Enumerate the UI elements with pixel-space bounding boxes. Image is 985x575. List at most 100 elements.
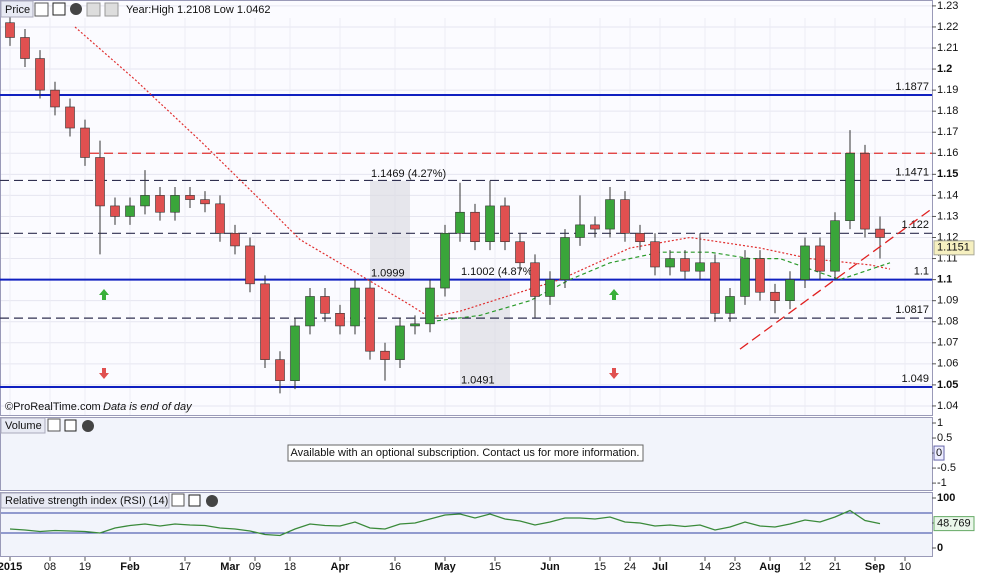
x-tick-label: May — [434, 561, 456, 573]
range-label: 1.1469 (4.27%) — [371, 168, 446, 180]
candle-body — [500, 205, 510, 243]
candle-body — [5, 22, 15, 38]
y-tick-label: 1.19 — [937, 84, 958, 96]
candle-body — [155, 195, 165, 213]
candle-body — [845, 152, 855, 221]
y-tick-label: 0 — [937, 542, 943, 554]
range-box — [460, 279, 510, 387]
candle-body — [560, 237, 570, 280]
sell-arrow — [99, 368, 109, 379]
x-tick-label: 09 — [249, 561, 261, 573]
candle-body — [290, 325, 300, 381]
panel-title: Volume — [5, 420, 42, 432]
candle-body — [740, 258, 750, 297]
x-tick-label: Sep — [865, 561, 885, 573]
last-value-label: 0 — [936, 447, 942, 459]
toolbar[interactable] — [34, 2, 119, 17]
level-label: 1.049 — [901, 373, 929, 385]
candle-body — [800, 245, 810, 280]
close-icon[interactable] — [70, 3, 82, 15]
settings-icon[interactable] — [34, 2, 49, 17]
candle-body — [200, 199, 210, 205]
y-tick-label: 1.06 — [937, 358, 958, 370]
y-tick-label: -0.5 — [937, 462, 956, 474]
candle-body — [260, 283, 270, 360]
close-icon[interactable] — [82, 420, 94, 432]
y-tick-label: 1.17 — [937, 126, 958, 138]
level-label: 1.1877 — [895, 81, 929, 93]
panel-title: Relative strength index (RSI) (14) — [5, 495, 168, 507]
x-tick-label: 17 — [179, 561, 191, 573]
title-box — [0, 492, 170, 509]
footer-note: Data is end of day — [103, 401, 193, 413]
zoom-icon[interactable] — [104, 2, 119, 17]
candle-body — [20, 37, 30, 59]
x-tick-label: 12 — [799, 561, 811, 573]
candle-body — [320, 296, 330, 314]
last-price-label: 1.1151 — [937, 242, 970, 254]
settings-icon[interactable] — [47, 418, 61, 432]
candle-body — [140, 195, 150, 207]
candle-body — [770, 291, 780, 301]
candle-body — [530, 262, 540, 297]
close-icon[interactable] — [206, 495, 218, 507]
buy-arrow — [609, 289, 619, 300]
x-tick-label: 14 — [699, 561, 711, 573]
candle-body — [680, 258, 690, 272]
x-tick-label: 08 — [44, 561, 56, 573]
candle-body — [455, 211, 465, 234]
y-tick-label: 1.14 — [937, 189, 958, 201]
x-tick-label: 2015 — [0, 561, 22, 573]
last-value-label: 48.769 — [937, 518, 971, 530]
candle-body — [470, 211, 480, 243]
footer: ©ProRealTime.com — [5, 401, 101, 413]
candle-body — [665, 258, 675, 268]
candle-body — [395, 325, 405, 360]
window-icon[interactable] — [52, 2, 66, 16]
x-tick-label: 24 — [624, 561, 636, 573]
y-tick-label: 1 — [937, 417, 943, 429]
y-tick-label: 1.15 — [937, 168, 958, 180]
trend-line — [739, 209, 931, 350]
y-tick-label: 0.5 — [937, 432, 952, 444]
range-label: 1.0491 — [461, 375, 495, 387]
last-price-box — [933, 240, 975, 256]
candle-body — [725, 296, 735, 314]
last-value-box — [933, 516, 975, 532]
candle-body — [755, 258, 765, 293]
title-box — [0, 0, 34, 18]
window-icon[interactable] — [64, 419, 77, 432]
candle-body — [185, 195, 195, 200]
y-tick-label: 1.16 — [937, 147, 958, 159]
x-tick-label: Jun — [540, 561, 560, 573]
window-icon[interactable] — [188, 494, 201, 507]
candle-body — [635, 232, 645, 243]
subtitle: Year:High 1.2108 Low 1.0462 — [126, 4, 271, 16]
candle-body — [170, 195, 180, 213]
y-tick-label: 1.07 — [937, 337, 958, 349]
x-tick-label: Mar — [220, 561, 240, 573]
candle-body — [485, 205, 495, 243]
range-label: 1.1002 (4.87%) — [461, 266, 536, 278]
candle-body — [215, 203, 225, 234]
zoom-icon[interactable] — [86, 2, 101, 17]
rsi-line — [9, 509, 881, 537]
candle-body — [545, 279, 555, 297]
range-box — [370, 180, 410, 280]
x-tick-label: 15 — [489, 561, 501, 573]
candle-body — [710, 262, 720, 314]
last-value-box — [933, 445, 945, 461]
candle-body — [65, 106, 75, 129]
candle-body — [245, 245, 255, 285]
x-tick-label: 10 — [899, 561, 911, 573]
y-tick-label: 100 — [937, 492, 955, 504]
candle-body — [95, 157, 105, 207]
candle-body — [515, 241, 525, 264]
range-label: 1.0999 — [371, 268, 405, 280]
message: Available with an optional subscription.… — [291, 447, 640, 459]
candle-body — [350, 287, 360, 327]
settings-icon[interactable] — [171, 493, 185, 507]
sell-arrow — [609, 368, 619, 379]
candle-body — [605, 199, 615, 230]
candle-body — [830, 220, 840, 272]
